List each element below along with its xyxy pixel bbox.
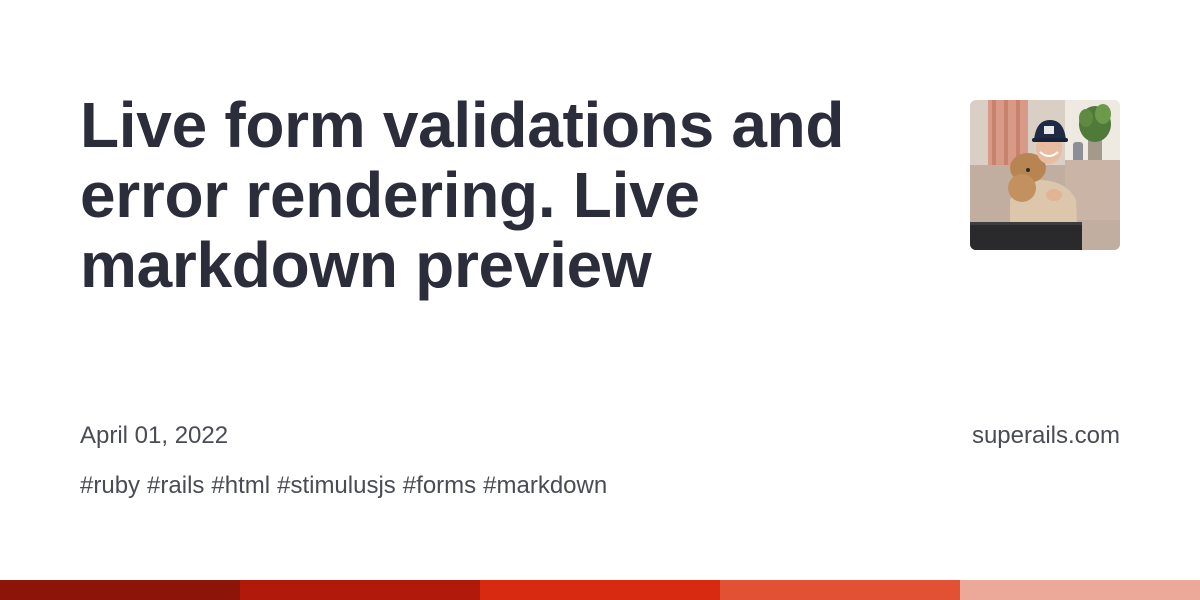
tag-ruby: #ruby [80,472,141,499]
author-photo-icon [970,100,1120,250]
brand-color-bar [0,580,1200,600]
color-bar-segment [240,580,480,600]
page-title: Live form validations and error renderin… [80,89,845,301]
tag-stimulusjs: #stimulusjs [277,472,396,499]
color-bar-segment [0,580,240,600]
author-avatar [970,100,1120,250]
site-domain: superails.com [971,422,1120,449]
color-bar-segment [480,580,720,600]
tag-rails: #rails [147,472,205,499]
tag-list: #ruby #rails #html #stimulusjs #forms #m… [80,471,607,501]
color-bar-segment [720,580,960,600]
tag-html: #html [211,472,271,499]
tag-markdown: #markdown [483,472,608,499]
color-bar-segment [960,580,1200,600]
tag-forms: #forms [402,472,477,499]
publish-date: April 01, 2022 [80,422,229,449]
